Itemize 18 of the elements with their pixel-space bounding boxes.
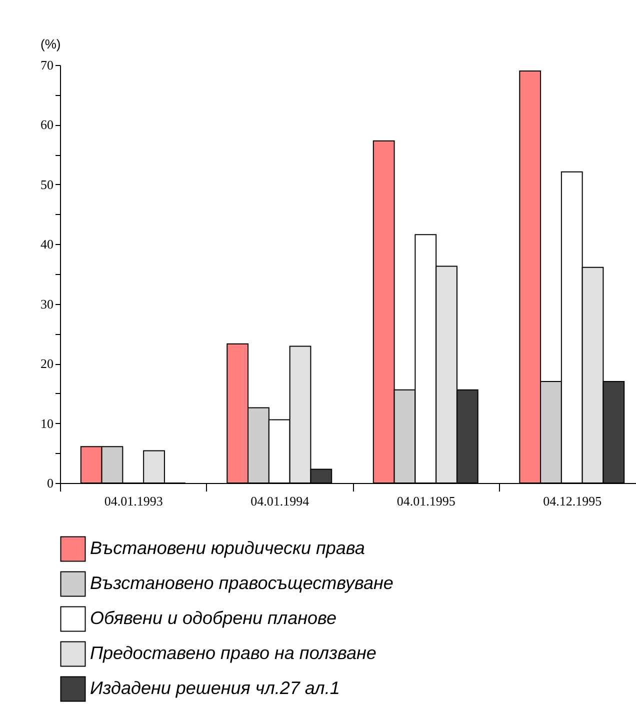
legend-label: Издадени решения чл.27 ал.1 (90, 678, 340, 698)
y-tick-label: 20 (40, 356, 54, 372)
legend-label: Въстановени юридически права (90, 538, 365, 558)
legend-label: Възстановено правосъществуване (90, 573, 394, 593)
y-tick-label: 40 (40, 236, 54, 252)
y-axis-title: (%) (40, 36, 61, 52)
y-tick-label: 0 (47, 476, 54, 490)
x-tick-label: 04.12.1995 (543, 494, 602, 508)
legend-label: Обявени и одобрени планове (90, 608, 337, 628)
legend-label: Предоставено право на ползване (90, 643, 376, 663)
x-tick-label: 04.01.1993 (104, 494, 163, 508)
y-tick-label: 70 (40, 58, 54, 72)
y-tick-label: 10 (40, 416, 54, 431)
x-tick-label: 04.01.1994 (250, 494, 310, 508)
y-tick-label: 60 (40, 117, 54, 132)
y-tick-label: 50 (40, 176, 54, 192)
y-tick-label: 30 (40, 296, 54, 312)
x-tick-label: 04.01.1995 (396, 494, 456, 508)
